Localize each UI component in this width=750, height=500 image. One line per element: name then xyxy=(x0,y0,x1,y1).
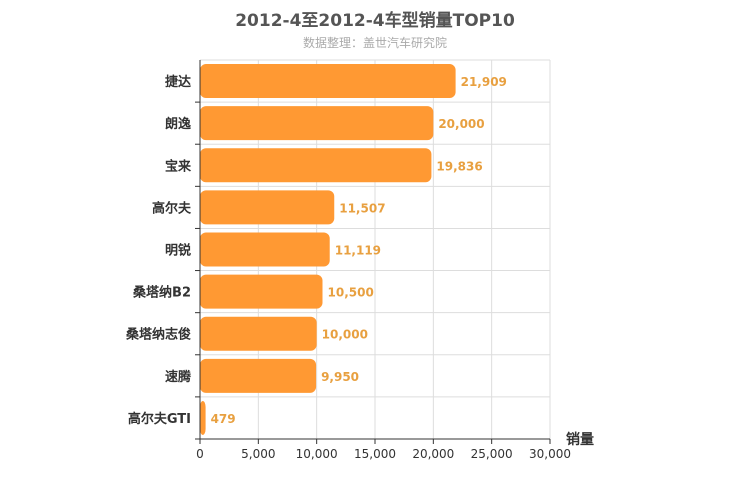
category-label: 高尔夫GTI xyxy=(128,411,191,427)
bar xyxy=(200,64,456,99)
data-label: 21,909 xyxy=(461,75,507,89)
category-label: 捷达 xyxy=(165,74,191,90)
bar xyxy=(200,190,335,225)
data-label: 9,950 xyxy=(321,370,359,384)
x-tick-label: 30,000 xyxy=(529,447,571,461)
axes: 0 5,000 10,000 15,000 20,000 25,000 30,000 捷达朗逸… xyxy=(125,60,571,461)
x-tick-label: 5,000 xyxy=(241,447,275,461)
bars: 21,909 20,000 19,836 11,507 11,119 10,500 10,0… xyxy=(200,64,507,435)
x-axis-title: 销量 xyxy=(566,431,594,448)
bar xyxy=(200,358,317,393)
category-label: 明锐 xyxy=(165,243,191,259)
category-label: 桑塔纳B2 xyxy=(132,285,191,301)
x-tick-label: 25,000 xyxy=(471,447,513,461)
chart-subtitle: 数据整理：盖世汽车研究院 xyxy=(302,36,447,50)
data-label: 10,500 xyxy=(328,286,374,300)
category-label: 朗逸 xyxy=(165,116,191,132)
bar xyxy=(200,232,330,267)
bar xyxy=(200,148,432,183)
x-tick-label: 0 xyxy=(196,447,204,461)
bar xyxy=(200,106,434,141)
x-tick-label: 15,000 xyxy=(354,447,396,461)
chart-title: 2012-4至2012-4车型销量TOP10 xyxy=(235,11,515,31)
bar xyxy=(200,400,206,435)
bar xyxy=(200,274,323,309)
category-label: 桑塔纳志俊 xyxy=(125,327,191,343)
x-tick-label: 10,000 xyxy=(296,447,338,461)
data-label: 19,836 xyxy=(436,159,482,173)
category-label: 速腾 xyxy=(165,369,192,385)
data-label: 11,507 xyxy=(339,201,385,215)
data-label: 11,119 xyxy=(335,244,381,258)
data-label: 10,000 xyxy=(322,328,368,342)
bar xyxy=(200,316,317,351)
data-label: 20,000 xyxy=(438,117,484,131)
category-label: 宝来 xyxy=(165,158,192,174)
category-label: 高尔夫 xyxy=(152,200,192,216)
data-label: 479 xyxy=(211,412,236,426)
x-tick-label: 20,000 xyxy=(412,447,454,461)
